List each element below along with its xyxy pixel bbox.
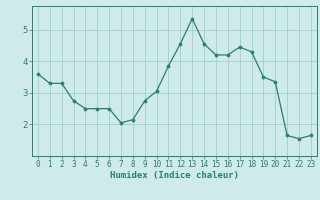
X-axis label: Humidex (Indice chaleur): Humidex (Indice chaleur) (110, 171, 239, 180)
